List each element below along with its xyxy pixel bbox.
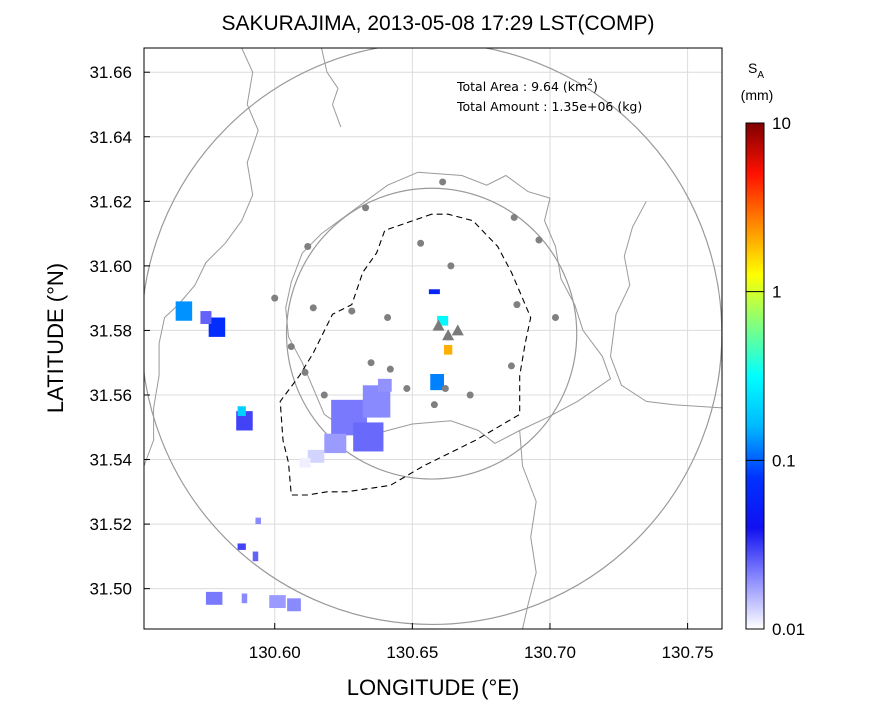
- x-tick-label: 130.60: [249, 643, 301, 662]
- x-axis-ticks: 130.60 130.65 130.70 130.75: [249, 623, 714, 662]
- station-dot: [271, 294, 279, 302]
- coastline: [285, 171, 612, 444]
- echo-cell: [437, 315, 449, 326]
- x-axis-label: LONGITUDE (°E): [347, 675, 520, 700]
- station-dot: [535, 236, 543, 244]
- plot-background: [144, 48, 722, 629]
- station-dot: [439, 178, 447, 186]
- volcano-peak-marker: [451, 324, 464, 336]
- station-dot: [362, 204, 370, 212]
- echo-cell: [377, 378, 392, 392]
- colorbar-tick-label: 0.01: [772, 620, 805, 639]
- y-tick-label: 31.56: [89, 386, 132, 405]
- station-dot: [551, 314, 559, 322]
- station-dot: [320, 391, 328, 399]
- colorbar-tick-label: 10: [772, 114, 791, 133]
- echo-cell: [208, 317, 226, 337]
- colorbar: [745, 122, 765, 630]
- station-dot: [301, 368, 309, 376]
- echo-cell: [175, 301, 193, 321]
- y-tick-label: 31.60: [89, 257, 132, 276]
- y-axis-ticks: 31.50 31.52 31.54 31.56 31.58 31.60 31.62 31.64…: [89, 63, 150, 599]
- coastline: [609, 201, 722, 409]
- station-dot: [386, 365, 394, 373]
- echo-cell: [252, 551, 259, 562]
- echo-cell: [241, 593, 248, 604]
- station-dot: [384, 314, 392, 322]
- coastline: [144, 48, 259, 467]
- y-tick-label: 31.66: [89, 63, 132, 82]
- y-tick-label: 31.52: [89, 515, 132, 534]
- restricted-area-outline: [279, 213, 532, 496]
- station-dot: [510, 213, 518, 221]
- station-dot: [309, 304, 317, 312]
- echo-cell: [237, 543, 246, 550]
- range-ring: [285, 187, 578, 480]
- echo-cell: [324, 433, 347, 454]
- echo-cell: [299, 457, 311, 468]
- colorbar-tick-label: 1: [772, 283, 781, 302]
- station-dot: [447, 262, 455, 270]
- colorbar-unit: (mm): [741, 87, 774, 103]
- y-tick-label: 31.62: [89, 192, 132, 211]
- total-area-text: Total Area : 9.64 (km2): [456, 78, 598, 94]
- x-tick-label: 130.65: [386, 643, 438, 662]
- volcano-peak-marker: [432, 319, 445, 331]
- station-dot: [441, 385, 449, 393]
- echo-cell: [236, 411, 253, 431]
- map-layer: [144, 48, 722, 629]
- echo-cell: [237, 406, 246, 416]
- echo-cell: [287, 598, 301, 612]
- station-dot: [430, 401, 438, 409]
- volcano-peaks: [432, 319, 464, 341]
- coastlines: [144, 48, 722, 629]
- station-dot: [287, 343, 295, 351]
- station-dot: [513, 301, 521, 309]
- y-tick-label: 31.54: [89, 451, 132, 470]
- colorbar-symbol: SA: [748, 60, 764, 81]
- figure-title: SAKURAJIMA, 2013-05-08 17:29 LST(COMP): [221, 12, 654, 35]
- colorbar-tick-label: 0.1: [772, 451, 796, 470]
- echo-cell: [307, 449, 325, 463]
- station-dot: [348, 307, 356, 315]
- y-tick-label: 31.58: [89, 321, 132, 340]
- station-dot: [367, 359, 375, 367]
- colorbar-ticks: 10 1 0.1 0.01: [746, 114, 805, 639]
- echo-cell: [205, 591, 223, 605]
- ash-echo-cells: [175, 289, 453, 612]
- station-dot: [304, 243, 312, 251]
- echo-cell: [444, 344, 453, 355]
- echo-cell: [428, 289, 440, 295]
- y-axis-label: LATITUDE (°N): [43, 263, 68, 413]
- echo-cell: [430, 374, 445, 391]
- echo-cell: [200, 311, 212, 324]
- coastline: [519, 430, 537, 629]
- station-dot: [417, 239, 425, 247]
- plot-frame: [143, 47, 723, 630]
- station-dot: [466, 391, 474, 399]
- y-tick-label: 31.64: [89, 128, 132, 147]
- echo-cell: [269, 595, 286, 609]
- station-dot: [507, 362, 515, 370]
- echo-cell: [353, 422, 384, 452]
- total-amount-text: Total Amount : 1.35e+06 (kg): [456, 99, 642, 114]
- station-dot: [403, 385, 411, 393]
- observation-stations: [271, 178, 559, 409]
- echo-cell: [255, 517, 261, 525]
- volcano-peak-marker: [442, 329, 455, 341]
- coastline: [321, 48, 342, 128]
- y-tick-label: 31.50: [89, 580, 132, 599]
- x-tick-label: 130.70: [524, 643, 576, 662]
- x-tick-label: 130.75: [662, 643, 714, 662]
